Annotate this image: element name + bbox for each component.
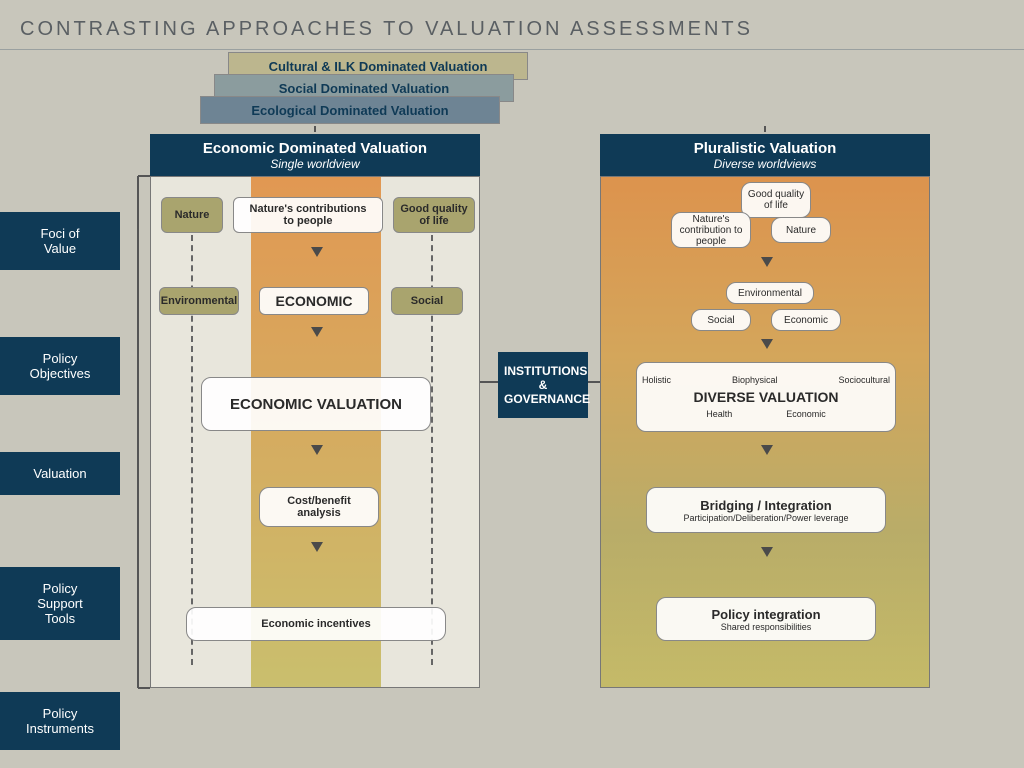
arrow-down-icon [761, 547, 773, 557]
right-panel-header: Pluralistic Valuation Diverse worldviews [600, 134, 930, 177]
left-panel-subtitle: Single worldview [158, 157, 472, 171]
arrow-down-icon [311, 445, 323, 455]
arrow-down-icon [761, 257, 773, 267]
right-panel-body: Good quality of lifeNature's contributio… [600, 176, 930, 688]
objective-bubble: ECONOMIC [259, 287, 369, 315]
row-label: Policy Instruments [0, 692, 120, 750]
obj-cloud: Social [691, 309, 751, 331]
arrow-down-icon [761, 339, 773, 349]
obj-cloud: Economic [771, 309, 841, 331]
page-title: CONTRASTING APPROACHES TO VALUATION ASSE… [0, 10, 1024, 50]
row-label: Policy Support Tools [0, 567, 120, 640]
arrow-down-icon [311, 327, 323, 337]
arrow-down-icon [311, 247, 323, 257]
valuation-cloud: HolisticBiophysicalSocioculturalDIVERSE … [636, 362, 896, 432]
objective-bubble: Social [391, 287, 463, 315]
foci-cloud: Good quality of life [741, 182, 811, 218]
instrument-box: Economic incentives [186, 607, 446, 641]
left-panel-header: Economic Dominated Valuation Single worl… [150, 134, 480, 177]
instrument-box: Policy integrationShared responsibilitie… [656, 597, 876, 641]
foci-bubble: Nature [161, 197, 223, 233]
stack-card: Ecological Dominated Valuation [200, 96, 500, 124]
tool-box: Bridging / IntegrationParticipation/Deli… [646, 487, 886, 533]
row-label: Foci of Value [0, 212, 120, 270]
diagram-canvas: Foci of Value Policy Objectives Valuation P… [0, 52, 1024, 768]
left-panel-body: Nature Nature's contributions to people Go… [150, 176, 480, 688]
left-panel-title: Economic Dominated Valuation [203, 140, 427, 157]
foci-bubble: Nature's contributions to people [233, 197, 383, 233]
arrow-down-icon [311, 542, 323, 552]
valuation-box: ECONOMIC VALUATION [201, 377, 431, 431]
right-panel-title: Pluralistic Valuation [694, 140, 837, 157]
row-label: Valuation [0, 452, 120, 495]
foci-bubble: Good quality of life [393, 197, 475, 233]
foci-cloud: Nature [771, 217, 831, 243]
tool-box: Cost/benefit analysis [259, 487, 379, 527]
row-label: Policy Objectives [0, 337, 120, 395]
arrow-down-icon [761, 445, 773, 455]
foci-cloud: Nature's contribution to people [671, 212, 751, 248]
objective-bubble: Environmental [159, 287, 239, 315]
center-institutions-box: INSTITUTIONS & GOVERNANCE [498, 352, 588, 418]
obj-cloud: Environmental [726, 282, 814, 304]
right-panel-subtitle: Diverse worldviews [608, 157, 922, 171]
